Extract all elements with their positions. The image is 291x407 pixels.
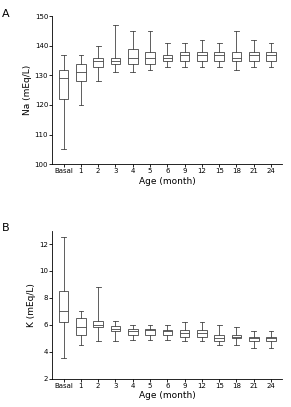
PathPatch shape	[76, 318, 86, 335]
X-axis label: Age (month): Age (month)	[139, 392, 196, 400]
PathPatch shape	[163, 330, 172, 335]
Y-axis label: Na (mEq/L): Na (mEq/L)	[23, 65, 32, 115]
PathPatch shape	[145, 329, 155, 335]
PathPatch shape	[93, 321, 103, 328]
PathPatch shape	[163, 55, 172, 61]
PathPatch shape	[59, 70, 68, 99]
PathPatch shape	[128, 49, 138, 63]
PathPatch shape	[249, 337, 258, 341]
PathPatch shape	[214, 52, 224, 61]
PathPatch shape	[59, 291, 68, 322]
Text: B: B	[2, 223, 9, 233]
PathPatch shape	[180, 52, 189, 61]
PathPatch shape	[145, 52, 155, 63]
PathPatch shape	[266, 52, 276, 61]
PathPatch shape	[197, 330, 207, 337]
PathPatch shape	[111, 58, 120, 63]
PathPatch shape	[76, 63, 86, 81]
PathPatch shape	[266, 337, 276, 341]
PathPatch shape	[180, 330, 189, 337]
Y-axis label: K (mEq/L): K (mEq/L)	[27, 282, 36, 326]
PathPatch shape	[232, 52, 241, 61]
PathPatch shape	[128, 329, 138, 335]
PathPatch shape	[93, 58, 103, 67]
PathPatch shape	[214, 335, 224, 341]
PathPatch shape	[111, 326, 120, 331]
PathPatch shape	[197, 52, 207, 61]
Text: A: A	[2, 9, 9, 19]
PathPatch shape	[249, 52, 258, 61]
PathPatch shape	[232, 335, 241, 338]
X-axis label: Age (month): Age (month)	[139, 177, 196, 186]
